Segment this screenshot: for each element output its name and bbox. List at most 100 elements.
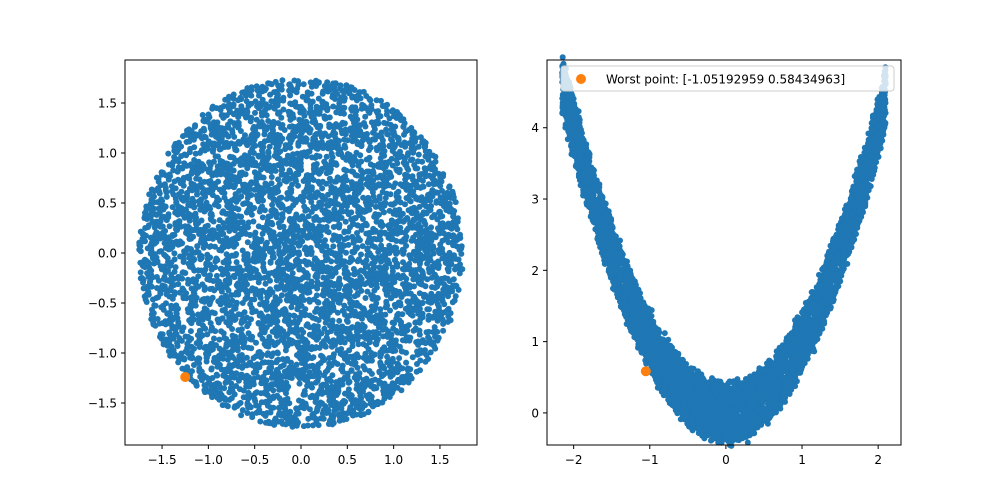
- scatter-point: [207, 320, 214, 327]
- scatter-point: [388, 136, 394, 143]
- scatter-point: [284, 190, 291, 197]
- scatter-point: [223, 310, 230, 317]
- scatter-point: [155, 277, 162, 284]
- scatter-point: [342, 144, 349, 151]
- scatter-point: [197, 340, 204, 347]
- scatter-point: [233, 251, 240, 257]
- scatter-point: [363, 181, 370, 188]
- scatter-point: [241, 138, 247, 145]
- scatter-point: [379, 270, 386, 276]
- scatter-point: [419, 183, 426, 190]
- scatter-point: [450, 213, 457, 220]
- scatter-point: [259, 185, 266, 192]
- scatter-point: [137, 243, 144, 250]
- scatter-point: [323, 180, 330, 187]
- scatter-point: [286, 238, 293, 245]
- scatter-point: [291, 318, 298, 325]
- scatter-point: [351, 215, 358, 222]
- scatter-point: [296, 153, 303, 159]
- scatter-point: [295, 78, 302, 85]
- scatter-point: [423, 329, 430, 336]
- scatter-point: [415, 275, 422, 282]
- scatter-point: [432, 158, 439, 165]
- scatter-point: [175, 191, 182, 198]
- scatter-point: [393, 238, 400, 244]
- scatter-point: [328, 383, 335, 390]
- scatter-point: [236, 178, 243, 185]
- scatter-point: [340, 202, 347, 208]
- scatter-point: [413, 368, 420, 375]
- scatter-point: [388, 346, 395, 353]
- scatter-point: [389, 162, 396, 169]
- scatter-point: [378, 205, 385, 212]
- scatter-point: [314, 282, 321, 288]
- scatter-point: [434, 216, 441, 223]
- scatter-point: [315, 79, 322, 86]
- scatter-point: [292, 297, 298, 304]
- scatter-point: [280, 223, 287, 230]
- scatter-point: [455, 256, 462, 263]
- scatter-point: [294, 372, 301, 379]
- scatter-point: [341, 104, 348, 111]
- scatter-point: [358, 132, 365, 139]
- scatter-point: [175, 281, 182, 288]
- scatter-point: [358, 312, 365, 319]
- scatter-point: [387, 191, 394, 198]
- scatter-point: [398, 319, 405, 326]
- scatter-point: [423, 246, 429, 253]
- scatter-point: [427, 207, 434, 214]
- scatter-point: [251, 362, 258, 369]
- scatter-point: [342, 264, 349, 271]
- scatter-point: [456, 270, 463, 277]
- scatter-point: [158, 304, 165, 311]
- scatter-point: [258, 85, 264, 92]
- scatter-point: [216, 197, 223, 204]
- scatter-point: [279, 158, 286, 165]
- scatter-point: [353, 302, 360, 309]
- scatter-point: [431, 324, 438, 331]
- scatter-point: [385, 383, 392, 390]
- scatter-point: [188, 127, 195, 134]
- scatter-point: [324, 228, 330, 235]
- scatter-point: [192, 122, 199, 129]
- scatter-point: [324, 310, 331, 317]
- scatter-point: [278, 124, 285, 131]
- scatter-point: [390, 325, 397, 332]
- scatter-point: [386, 207, 393, 214]
- scatter-point: [396, 355, 403, 362]
- scatter-point: [151, 199, 158, 206]
- scatter-point: [393, 226, 400, 233]
- scatter-point: [320, 88, 327, 95]
- scatter-point: [396, 217, 403, 224]
- scatter-point: [173, 309, 180, 316]
- scatter-point: [278, 201, 284, 208]
- scatter-point: [430, 180, 437, 187]
- scatter-point: [236, 219, 243, 226]
- scatter-point: [255, 257, 262, 264]
- scatter-point: [352, 280, 359, 287]
- scatter-point: [262, 280, 269, 287]
- scatter-point: [244, 395, 251, 402]
- scatter-point: [450, 194, 457, 201]
- scatter-point: [213, 371, 220, 378]
- scatter-point: [282, 146, 289, 153]
- scatter-point: [275, 110, 281, 117]
- scatter-point: [233, 147, 240, 154]
- scatter-point: [184, 231, 191, 237]
- scatter-point: [400, 259, 406, 266]
- scatter-point: [224, 182, 231, 188]
- scatter-point: [229, 326, 236, 332]
- scatter-point: [147, 234, 154, 241]
- scatter-point: [247, 232, 254, 238]
- scatter-point: [261, 125, 268, 131]
- scatter-point: [180, 133, 186, 140]
- scatter-point: [429, 193, 436, 200]
- scatter-point: [159, 320, 166, 327]
- scatter-point: [235, 327, 242, 334]
- scatter-point: [391, 301, 398, 308]
- left-axes: −1.5 −1.0 −0.5 0.0 0.5 1.0 1.5 −1.5−1.0−0.50.0…: [88, 59, 478, 467]
- scatter-point: [320, 415, 327, 422]
- scatter-point: [137, 269, 144, 276]
- scatter-point: [232, 235, 239, 242]
- scatter-point: [412, 325, 419, 332]
